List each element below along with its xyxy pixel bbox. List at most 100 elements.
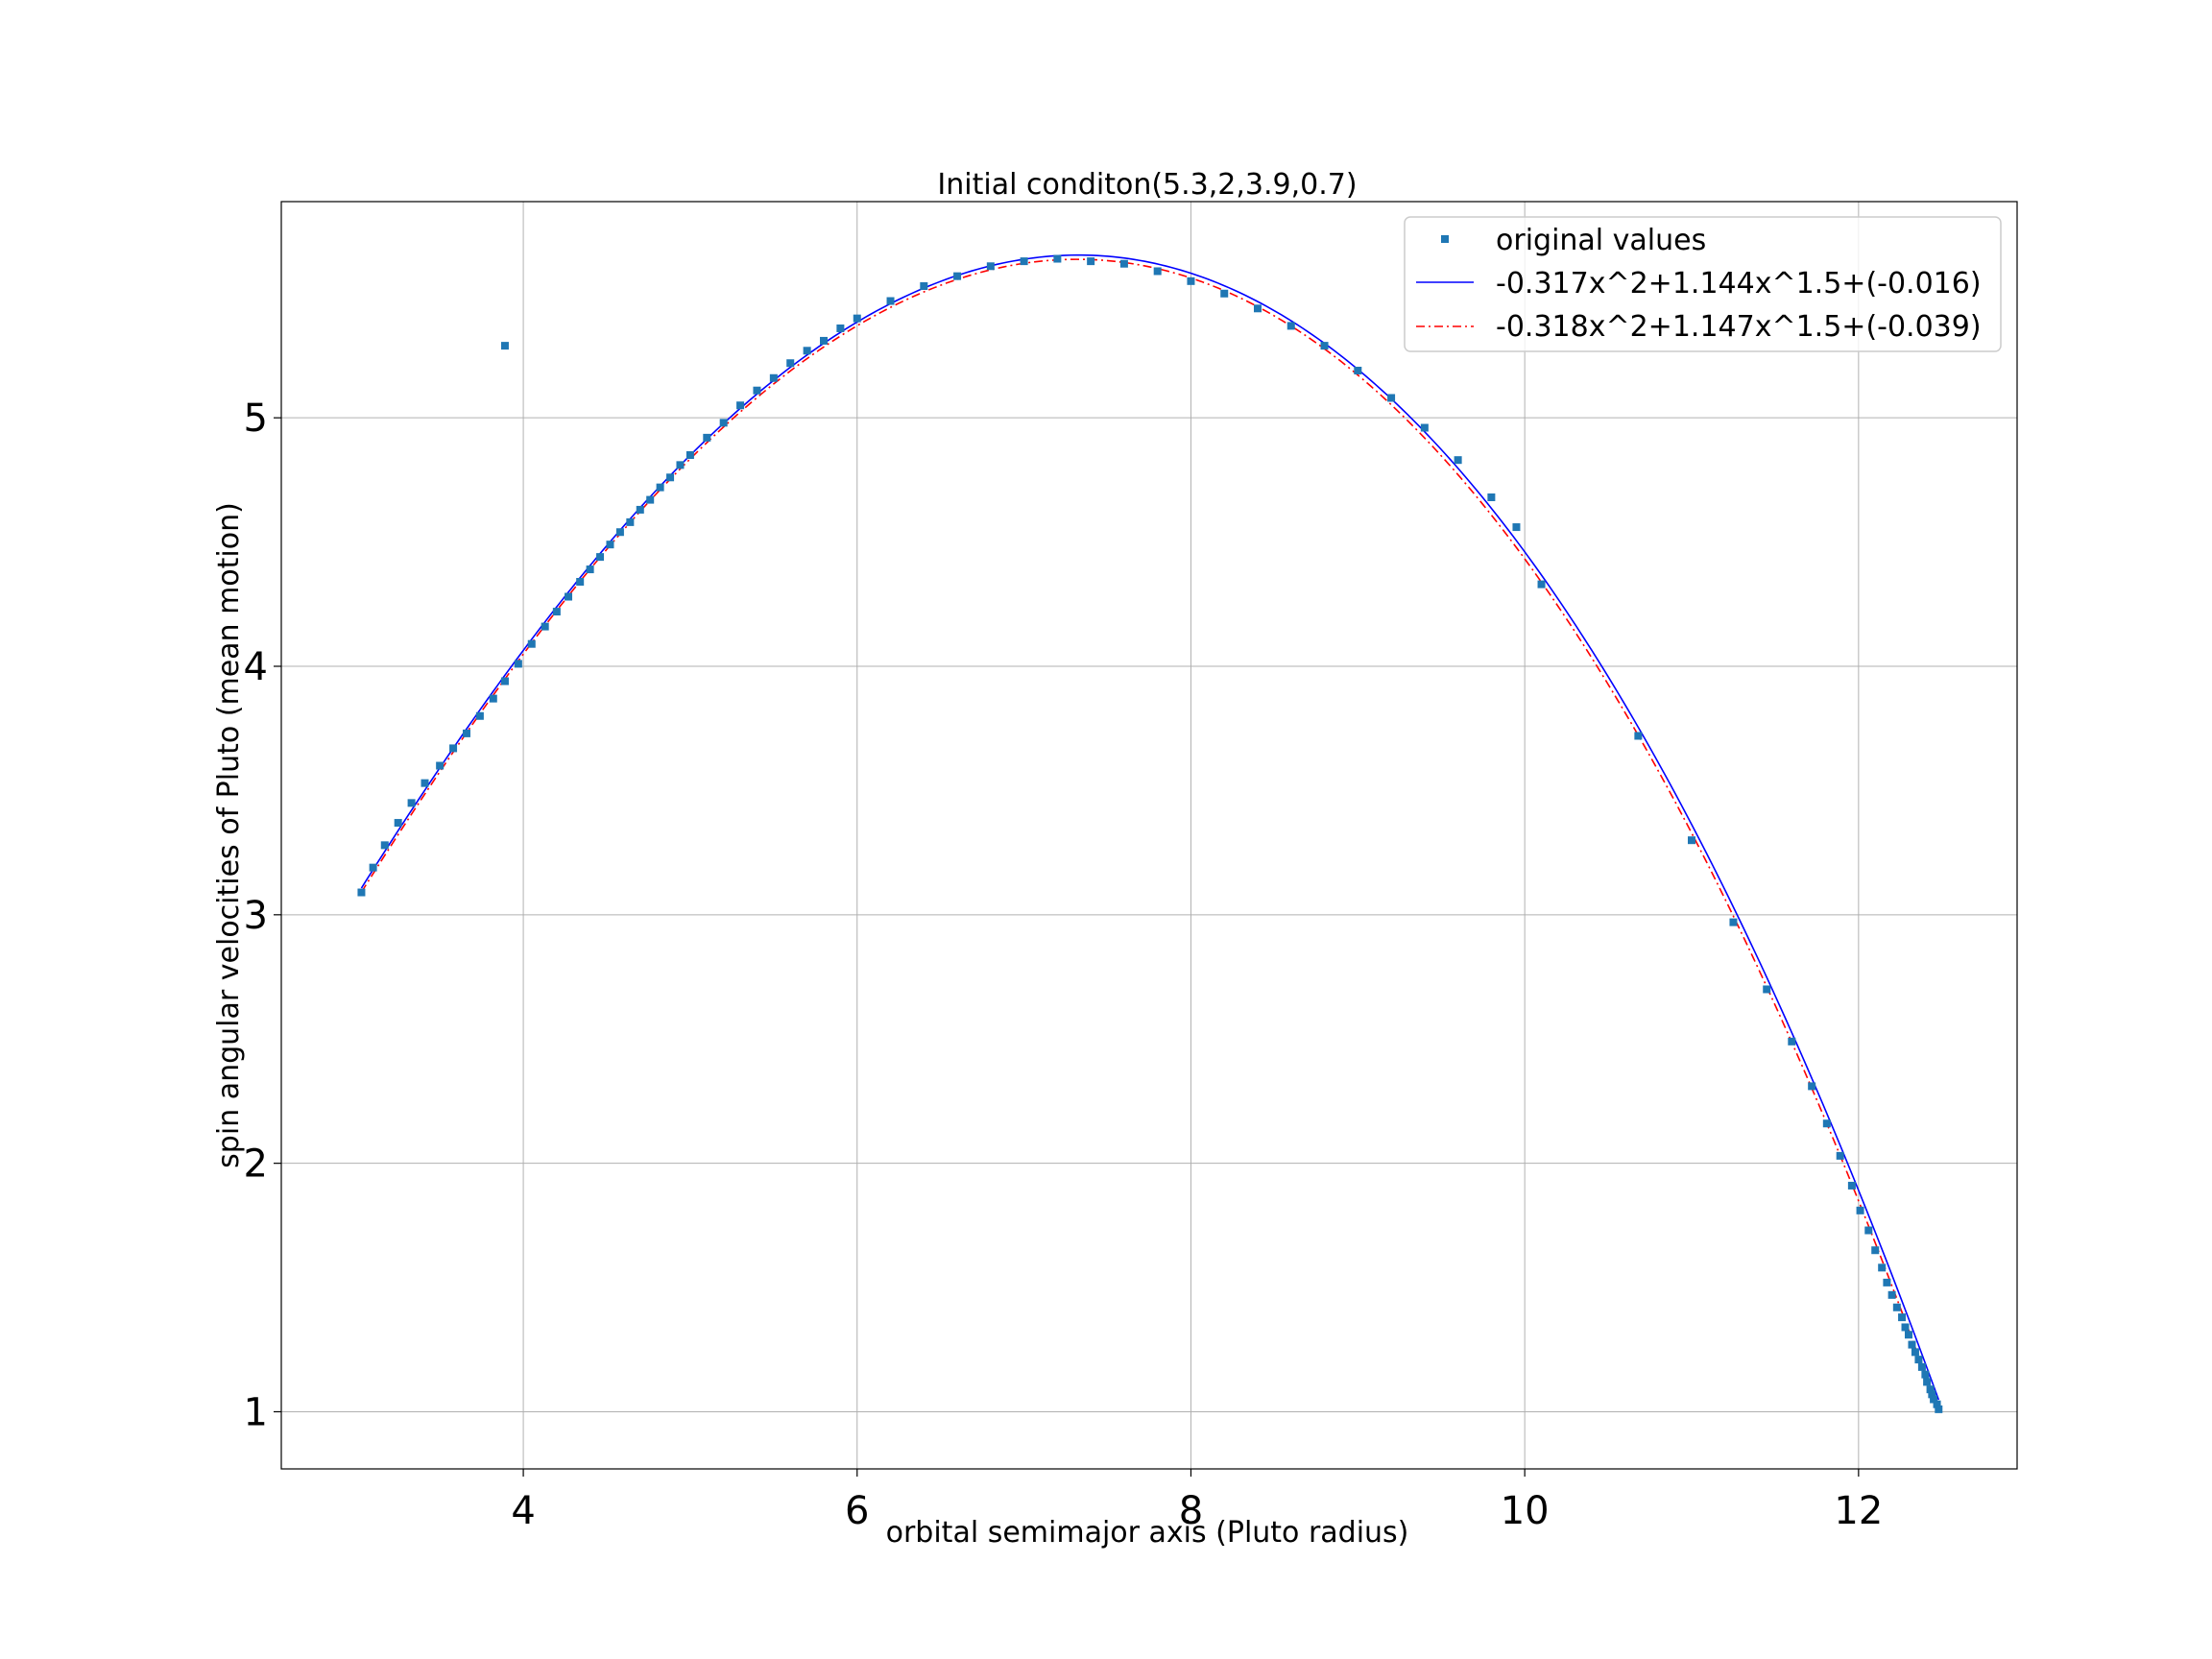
x-tick-label: 12 bbox=[1834, 1489, 1883, 1533]
x-axis-label: orbital semimajor axis (Pluto radius) bbox=[886, 1516, 1409, 1550]
data-point bbox=[449, 744, 458, 753]
data-point bbox=[636, 505, 644, 514]
data-point bbox=[820, 336, 828, 345]
y-tick-label: 5 bbox=[244, 397, 268, 441]
grid-lines bbox=[281, 202, 2017, 1469]
data-point bbox=[462, 729, 470, 737]
data-point bbox=[1898, 1313, 1907, 1322]
fit-curves bbox=[360, 253, 1940, 1412]
data-point bbox=[1354, 367, 1362, 374]
data-point bbox=[676, 461, 685, 469]
data-point bbox=[541, 622, 549, 631]
data-point bbox=[1763, 985, 1771, 994]
data-point bbox=[1254, 304, 1262, 313]
y-axis-label: spin angular velocities of Pluto (mean m… bbox=[212, 502, 246, 1168]
data-point bbox=[527, 639, 536, 648]
data-point bbox=[1871, 1246, 1880, 1255]
data-point bbox=[436, 761, 445, 770]
data-point bbox=[1883, 1278, 1891, 1286]
data-point bbox=[489, 694, 497, 703]
legend-label-original-values: original values bbox=[1496, 224, 1706, 257]
data-point bbox=[1808, 1082, 1816, 1091]
data-point bbox=[421, 779, 429, 787]
data-point bbox=[1901, 1323, 1910, 1332]
fit-curve-solid bbox=[360, 253, 1940, 1401]
data-point bbox=[656, 483, 664, 492]
data-point bbox=[703, 433, 711, 442]
data-point bbox=[1847, 1181, 1856, 1190]
legend-marker-original-values bbox=[1441, 235, 1449, 243]
data-point bbox=[576, 578, 585, 586]
data-point bbox=[646, 495, 655, 504]
data-point bbox=[1921, 1370, 1930, 1379]
data-point bbox=[666, 473, 675, 482]
x-tick-label: 6 bbox=[845, 1489, 869, 1533]
data-point bbox=[1933, 1400, 1941, 1408]
data-point bbox=[1892, 1303, 1901, 1311]
y-tick-label: 3 bbox=[244, 894, 268, 938]
legend-label-fit2: -0.318x^2+1.147x^1.5+(-0.039) bbox=[1496, 310, 1982, 344]
data-point bbox=[1420, 423, 1429, 432]
data-point bbox=[596, 553, 605, 562]
data-point bbox=[1187, 276, 1195, 285]
data-point bbox=[586, 565, 594, 574]
data-point bbox=[1836, 1151, 1844, 1160]
legend-label-fit1: -0.317x^2+1.144x^1.5+(-0.016) bbox=[1496, 267, 1982, 301]
data-point bbox=[953, 272, 962, 280]
data-point bbox=[369, 863, 377, 872]
data-point bbox=[920, 282, 928, 290]
x-tick-label: 8 bbox=[1179, 1489, 1203, 1533]
data-point bbox=[626, 517, 635, 526]
data-points bbox=[357, 254, 1943, 1413]
data-point bbox=[685, 451, 694, 459]
data-point bbox=[1914, 1356, 1923, 1364]
data-point bbox=[1878, 1263, 1887, 1272]
data-point bbox=[394, 819, 402, 828]
data-point bbox=[500, 677, 509, 685]
data-point bbox=[886, 297, 895, 305]
data-point bbox=[1856, 1206, 1864, 1214]
data-point bbox=[565, 592, 573, 601]
data-point bbox=[1387, 394, 1396, 402]
data-point bbox=[1908, 1340, 1916, 1349]
data-point bbox=[1822, 1119, 1831, 1128]
data-point bbox=[786, 359, 795, 368]
data-point bbox=[1020, 257, 1028, 266]
data-point bbox=[836, 325, 845, 332]
data-point bbox=[719, 419, 728, 427]
y-tick-label: 1 bbox=[244, 1390, 268, 1434]
data-point bbox=[1220, 289, 1229, 298]
data-point bbox=[1454, 456, 1462, 465]
data-point bbox=[1512, 523, 1521, 532]
data-point bbox=[514, 660, 522, 668]
data-point bbox=[769, 373, 778, 382]
data-point bbox=[853, 314, 861, 323]
data-point bbox=[606, 541, 614, 549]
x-tick-label: 4 bbox=[511, 1489, 535, 1533]
data-point bbox=[1286, 322, 1295, 330]
data-point bbox=[1788, 1037, 1796, 1046]
data-point bbox=[1905, 1331, 1912, 1339]
data-point bbox=[1053, 254, 1062, 263]
data-point bbox=[1087, 257, 1095, 266]
data-point bbox=[357, 888, 366, 897]
data-point bbox=[1487, 493, 1496, 501]
data-point bbox=[803, 347, 811, 355]
data-point bbox=[1119, 259, 1128, 268]
fit-curve-dashdot bbox=[360, 258, 1940, 1412]
x-tick-label: 10 bbox=[1501, 1489, 1550, 1533]
chart-title: Initial conditon(5.3,2,3.9,0.7) bbox=[937, 168, 1357, 202]
data-point bbox=[1537, 580, 1546, 589]
data-point bbox=[1935, 1405, 1943, 1413]
data-point bbox=[615, 528, 624, 537]
data-point bbox=[753, 386, 761, 395]
data-point bbox=[1887, 1290, 1896, 1299]
data-point bbox=[1911, 1348, 1919, 1357]
data-point bbox=[1729, 918, 1738, 926]
data-point bbox=[736, 401, 745, 410]
data-point bbox=[1917, 1362, 1926, 1371]
data-point bbox=[380, 841, 389, 850]
data-point bbox=[1928, 1390, 1936, 1399]
data-point bbox=[500, 342, 509, 350]
